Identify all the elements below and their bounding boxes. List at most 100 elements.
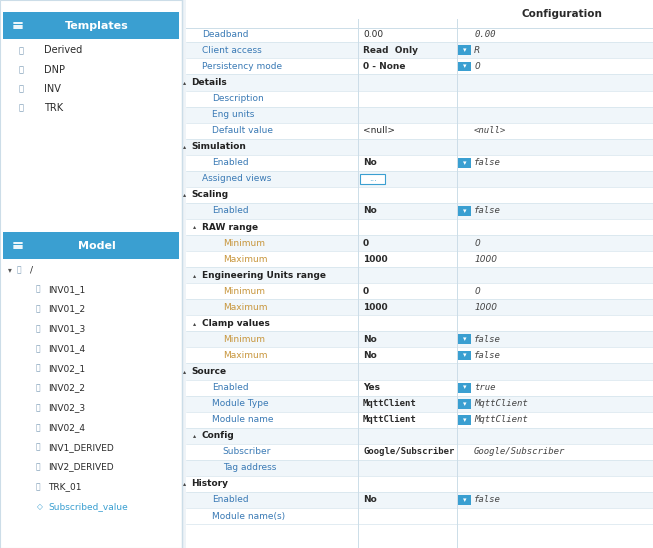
Bar	[458, 206, 471, 216]
Bar	[186, 476, 653, 492]
Text: INV02_3: INV02_3	[48, 403, 86, 412]
Text: <null>: <null>	[474, 126, 506, 135]
Bar	[186, 347, 653, 363]
Bar	[3, 12, 179, 39]
Text: ...: ...	[369, 174, 377, 184]
Bar	[186, 171, 653, 187]
Text: true: true	[474, 383, 496, 392]
Bar	[186, 412, 653, 428]
Text: Read  Only: Read Only	[363, 46, 418, 55]
Text: Eng units: Eng units	[212, 110, 255, 119]
Text: 📁: 📁	[35, 324, 40, 333]
Bar	[186, 42, 653, 59]
Text: No: No	[363, 335, 377, 344]
Bar	[186, 428, 653, 444]
Bar	[186, 251, 653, 267]
Text: INV02_2: INV02_2	[48, 384, 86, 392]
Bar	[186, 219, 653, 235]
Text: Source: Source	[191, 367, 227, 376]
Text: 📁: 📁	[35, 285, 40, 294]
Text: 0: 0	[474, 238, 480, 248]
Bar	[458, 415, 471, 425]
Bar	[186, 332, 653, 347]
Text: INV02_1: INV02_1	[48, 364, 86, 373]
Bar	[186, 363, 653, 380]
Text: Maximum: Maximum	[223, 303, 267, 312]
Text: ▴: ▴	[183, 80, 186, 85]
Text: Google/Subscriber: Google/Subscriber	[363, 447, 454, 456]
Bar	[186, 315, 653, 332]
Bar	[186, 155, 653, 171]
Text: Minimum: Minimum	[223, 335, 264, 344]
Text: 📁: 📁	[35, 463, 40, 471]
Text: DNP: DNP	[44, 65, 65, 75]
Text: 📁: 📁	[35, 443, 40, 452]
Bar	[186, 235, 653, 251]
Text: 📁: 📁	[17, 265, 22, 274]
Text: ▾: ▾	[463, 497, 467, 503]
Text: Templates: Templates	[65, 21, 129, 31]
Bar	[458, 399, 471, 409]
Text: INV2_DERIVED: INV2_DERIVED	[48, 463, 114, 471]
Bar	[186, 26, 653, 42]
Bar	[186, 492, 653, 508]
Text: Persistency mode: Persistency mode	[202, 62, 282, 71]
Text: Model: Model	[78, 241, 116, 250]
Text: Module name: Module name	[212, 415, 274, 424]
Bar	[186, 106, 653, 123]
Text: Scaling: Scaling	[191, 190, 229, 199]
Text: TRK: TRK	[44, 103, 63, 113]
Text: ▴: ▴	[193, 225, 197, 230]
Bar	[360, 174, 385, 184]
Text: Yes: Yes	[363, 383, 380, 392]
Text: MqttClient: MqttClient	[363, 399, 417, 408]
Text: INV01_2: INV01_2	[48, 305, 86, 313]
Text: Enabled: Enabled	[212, 158, 249, 167]
Text: ▴: ▴	[183, 144, 186, 149]
Text: Module name(s): Module name(s)	[212, 511, 285, 521]
Bar	[458, 383, 471, 392]
Text: 0: 0	[474, 62, 480, 71]
Text: false: false	[474, 495, 501, 505]
Text: 📁: 📁	[18, 46, 24, 55]
Text: ▾: ▾	[463, 47, 467, 53]
Text: ▴: ▴	[183, 481, 186, 487]
Text: Subscriber: Subscriber	[223, 447, 271, 456]
Text: MqttClient: MqttClient	[474, 399, 528, 408]
Text: Subscribed_value: Subscribed_value	[48, 502, 128, 511]
Bar	[186, 0, 653, 548]
Text: Description: Description	[212, 94, 264, 103]
Text: Details: Details	[191, 78, 227, 87]
Bar	[458, 158, 471, 168]
Bar	[458, 334, 471, 344]
Text: No: No	[363, 158, 377, 167]
Text: Enabled: Enabled	[212, 495, 249, 505]
Text: ▾: ▾	[463, 352, 467, 358]
Text: ▴: ▴	[183, 192, 186, 197]
Text: 📁: 📁	[35, 423, 40, 432]
Text: 1000: 1000	[363, 255, 388, 264]
Bar	[0, 0, 182, 548]
Text: Minimum: Minimum	[223, 238, 264, 248]
Text: 0: 0	[363, 287, 369, 296]
Text: MqttClient: MqttClient	[363, 415, 417, 424]
Bar	[186, 380, 653, 396]
Text: ▾: ▾	[8, 265, 12, 274]
Text: ▴: ▴	[193, 321, 197, 326]
Bar	[186, 267, 653, 283]
Text: <null>: <null>	[363, 126, 395, 135]
Text: TRK_01: TRK_01	[48, 482, 82, 491]
Text: Module Type: Module Type	[212, 399, 269, 408]
Text: Minimum: Minimum	[223, 287, 264, 296]
Text: ▴: ▴	[193, 273, 197, 278]
Bar	[458, 45, 471, 55]
Text: 📁: 📁	[18, 65, 24, 74]
Text: Clamp values: Clamp values	[202, 319, 270, 328]
Bar	[458, 495, 471, 505]
Text: No: No	[363, 495, 377, 505]
Text: 1000: 1000	[474, 303, 497, 312]
Text: 📁: 📁	[35, 364, 40, 373]
Bar	[186, 203, 653, 219]
Bar	[186, 508, 653, 524]
Text: 0: 0	[363, 238, 369, 248]
